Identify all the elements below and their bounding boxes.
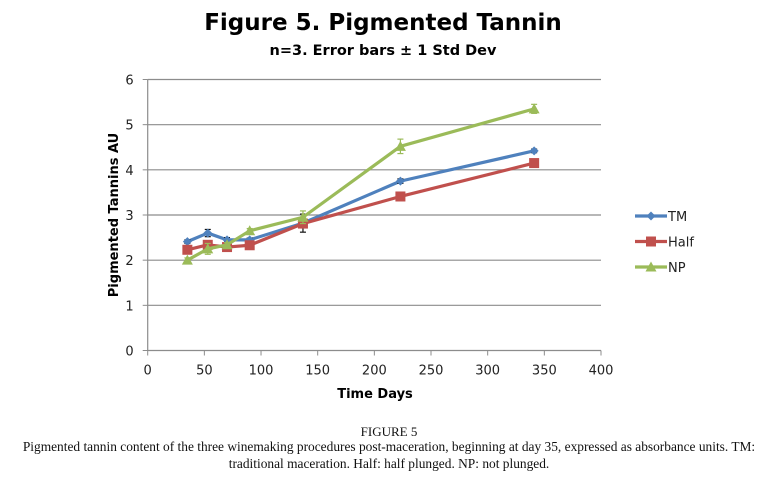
data-point <box>529 146 539 156</box>
y-tick-label: 4 <box>125 164 133 179</box>
data-point <box>528 103 540 114</box>
data-point <box>395 191 406 202</box>
data-point <box>182 237 192 247</box>
x-tick-label: 350 <box>532 364 557 379</box>
data-point <box>221 239 233 250</box>
data-point <box>394 140 406 151</box>
y-tick-labels: 0 1 2 3 4 5 6 <box>125 74 133 360</box>
y-tick-label: 6 <box>125 74 133 89</box>
legend-label: TM <box>667 210 687 225</box>
y-tick-label: 2 <box>125 254 133 269</box>
chart-title: Figure 5. Pigmented Tannin <box>204 10 562 36</box>
figure-label: FIGURE 5 <box>360 424 418 439</box>
x-tick-labels: 0 50 100 150 200 250 300 350 400 <box>144 364 614 379</box>
data-point <box>244 240 255 251</box>
y-tick-label: 3 <box>125 209 133 224</box>
legend-item-tm: TM <box>635 210 687 225</box>
legend-marker <box>646 236 656 247</box>
x-axis-label: Time Days <box>337 387 413 402</box>
series-np <box>181 103 540 265</box>
x-tick-label: 200 <box>362 364 387 379</box>
legend-label: Half <box>668 236 694 251</box>
data-point <box>203 228 213 238</box>
legend-marker <box>646 211 656 221</box>
data-point <box>244 225 256 236</box>
data-point <box>529 158 540 169</box>
x-tick-label: 150 <box>305 364 330 379</box>
legend-item-np: NP <box>635 261 686 276</box>
data-point <box>182 244 193 255</box>
y-tick-label: 1 <box>125 299 133 314</box>
data-point <box>297 211 309 222</box>
figure-caption: Pigmented tannin content of the three wi… <box>22 439 756 471</box>
series-line <box>186 149 535 244</box>
axes <box>142 79 602 356</box>
chart: Figure 5. Pigmented Tannin n=3. Error ba… <box>107 10 694 402</box>
series-line <box>186 107 535 262</box>
legend-label: NP <box>668 261 686 276</box>
legend: TM Half NP <box>635 210 694 276</box>
data-point <box>181 254 193 265</box>
series-tm <box>182 146 539 247</box>
chart-subtitle: n=3. Error bars ± 1 Std Dev <box>270 43 497 59</box>
x-tick-label: 0 <box>144 364 152 379</box>
x-tick-label: 400 <box>589 364 614 379</box>
x-tick-label: 50 <box>196 364 213 379</box>
gridlines <box>147 78 601 306</box>
y-tick-label: 5 <box>125 119 133 134</box>
x-tick-label: 250 <box>419 364 444 379</box>
y-tick-label: 0 <box>125 345 133 360</box>
legend-item-half: Half <box>635 236 694 251</box>
y-axis-label: Pigmented Tannins AU <box>107 133 122 297</box>
data-point <box>395 176 405 186</box>
x-tick-label: 100 <box>249 364 274 379</box>
series-group <box>181 103 540 265</box>
x-tick-label: 300 <box>475 364 500 379</box>
data-point <box>202 243 214 254</box>
legend-marker <box>645 261 657 272</box>
